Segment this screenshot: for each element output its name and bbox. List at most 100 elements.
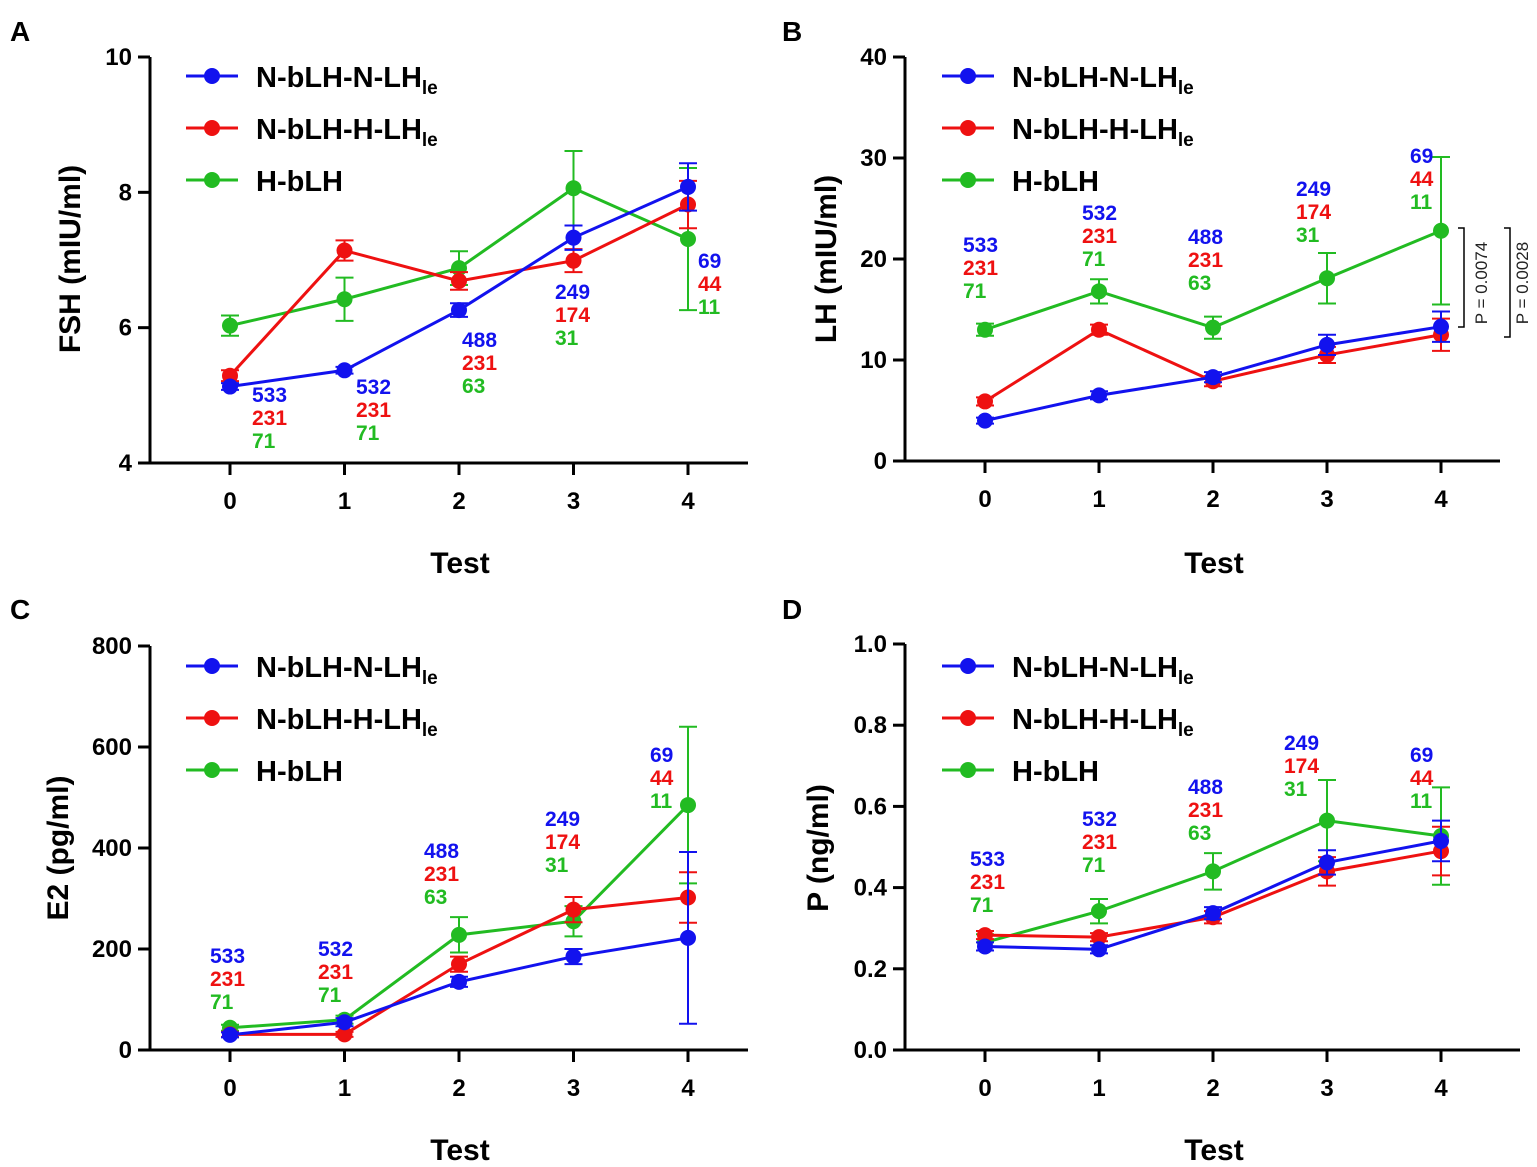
x-tick-label: 2 [1206,1075,1219,1102]
x-tick-label: 2 [1206,486,1219,513]
data-point [977,927,993,944]
y-tick-label: 0.4 [854,875,888,902]
data-point [1433,832,1449,849]
n-label: 69 [650,744,673,767]
data-point [336,1014,353,1031]
n-label: 71 [970,894,994,917]
x-tick-label: 3 [1320,486,1333,513]
data-point [336,362,353,379]
n-label: 533 [970,848,1005,871]
p-bracket-1 [1458,227,1465,328]
n-label: 71 [356,422,380,445]
data-point [680,929,696,946]
x-axis-title: Test [430,547,489,580]
legend-label: N-bLH-H-LHle [256,114,438,151]
n-label: 174 [545,831,580,854]
n-label: 11 [1410,790,1433,813]
legend-label: N-bLH-N-LHle [256,62,438,99]
data-point [1319,854,1335,871]
data-point [336,242,353,259]
n-label: 532 [356,376,391,399]
panel-label: D [782,594,802,625]
y-tick-label: 0 [874,448,887,475]
y-tick-label: 10 [860,347,887,374]
n-label: 63 [1188,272,1211,295]
legend-marker [960,172,976,188]
data-point [1433,222,1449,239]
data-point [565,229,582,246]
n-label: 231 [424,863,459,886]
y-tick-label: 400 [92,835,132,862]
y-tick-label: 4 [119,450,133,477]
y-tick-label: 10 [105,44,132,71]
n-label: 533 [963,234,998,257]
legend-marker [960,68,976,84]
x-tick-label: 1 [1092,486,1105,513]
legend-marker [960,658,976,674]
n-label: 71 [318,984,342,1007]
data-point [1319,812,1335,829]
data-point [1433,318,1449,335]
data-point [565,948,582,965]
legend-label: N-bLH-N-LHle [1012,652,1194,689]
legend-marker [204,120,220,136]
x-tick-label: 4 [681,1075,695,1102]
n-label: 533 [252,384,287,407]
y-axis-title: LH (mIU/ml) [810,175,843,343]
data-point [1205,369,1221,386]
n-label: 71 [252,430,276,453]
data-point [1091,283,1107,300]
data-point [680,178,696,195]
data-point [977,393,993,410]
x-tick-label: 4 [1434,486,1448,513]
data-point [451,973,467,990]
x-tick-label: 0 [978,486,991,513]
n-label: 44 [650,767,674,790]
data-point [1205,319,1221,336]
n-label: 488 [424,840,459,863]
data-point [977,321,993,338]
n-label: 231 [1188,799,1223,822]
y-tick-label: 8 [119,179,132,206]
legend-label: N-bLH-N-LHle [1012,62,1194,99]
p-value-1: P = 0.0074 [1472,242,1491,324]
n-label: 249 [555,281,590,304]
legend-label: N-bLH-H-LHle [1012,704,1194,741]
y-axis-title: P (ng/ml) [802,784,835,912]
n-label: 44 [1410,168,1434,191]
y-axis-title: FSH (mIU/ml) [54,165,87,353]
n-label: 69 [1410,744,1433,767]
n-label: 231 [252,407,287,430]
data-point [565,901,582,918]
data-point [1319,336,1335,353]
n-label: 31 [1296,224,1320,247]
n-label: 69 [1410,145,1433,168]
data-point [1091,321,1107,338]
data-point [680,797,696,814]
series-line [984,328,1442,403]
n-label: 533 [210,945,245,968]
p-value-2: P = 0.0028 [1513,242,1532,324]
n-label: 69 [698,250,721,273]
x-tick-label: 0 [223,488,236,515]
data-point [565,180,582,197]
y-tick-label: 0.6 [854,793,887,820]
series-n-blh-n-lhle [976,819,1450,958]
data-point [1205,905,1221,922]
n-label: 174 [1284,755,1319,778]
n-label: 31 [1284,778,1308,801]
x-tick-label: 2 [452,488,465,515]
p-bracket-2 [1504,227,1511,338]
panel-e2: C 0 200 400 600 800 0 1 2 3 4 E2 (pg/ml) Test 533… [10,594,748,1167]
n-label: 11 [698,296,721,319]
n-label: 231 [1188,249,1223,272]
n-label: 532 [318,938,353,961]
data-point [336,291,353,308]
data-point [1205,863,1221,880]
data-point [680,231,696,248]
n-label: 44 [698,273,722,296]
n-label: 231 [318,961,353,984]
y-tick-label: 20 [860,246,887,273]
legend-marker [204,658,220,674]
